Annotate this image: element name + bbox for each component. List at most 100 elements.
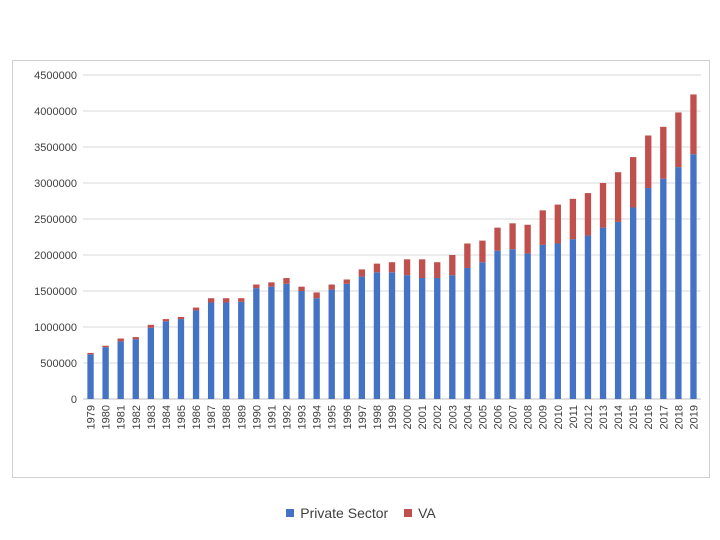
x-tick-label: 2014 <box>613 405 625 429</box>
x-tick-label: 1989 <box>236 405 248 429</box>
chart-frame: 0 500000 1000000 1500000 2000000 2500000 30000… <box>12 60 710 521</box>
bar-va <box>569 198 577 240</box>
x-tick-label: 1990 <box>251 405 263 429</box>
bar-va <box>162 319 170 322</box>
bar-private-sector <box>464 267 471 399</box>
bar-va <box>223 298 230 303</box>
bar-private-sector <box>630 207 637 399</box>
bar-private-sector <box>223 302 230 399</box>
bar-va <box>539 210 546 245</box>
y-tick-label: 2000000 <box>34 250 77 262</box>
x-tick-label: 1992 <box>281 405 293 429</box>
y-tick-label: 0 <box>71 394 77 406</box>
y-tick-label: 1500000 <box>34 286 77 298</box>
bar-va <box>177 316 185 320</box>
x-tick-label: 2013 <box>598 405 610 429</box>
bar-va <box>343 279 350 284</box>
x-tick-label: 2007 <box>508 405 520 429</box>
legend-item-private-sector: Private Sector <box>286 505 388 521</box>
legend-swatch-va <box>404 509 413 517</box>
x-tick-label: 2008 <box>523 405 535 429</box>
bar-private-sector <box>102 347 109 399</box>
bar-private-sector <box>253 288 260 399</box>
bar-va <box>192 307 200 311</box>
x-tick-label: 2012 <box>583 405 595 429</box>
bar-va <box>132 337 139 340</box>
x-tick-label: 1983 <box>146 405 158 429</box>
x-tick-label: 2016 <box>643 405 655 429</box>
x-tick-label: 1998 <box>372 405 384 429</box>
y-tick-label: 2500000 <box>34 214 77 226</box>
bar-va <box>313 292 320 299</box>
bar-va <box>599 183 607 228</box>
bar-private-sector <box>509 249 516 399</box>
bar-private-sector <box>599 227 607 399</box>
bar-va <box>238 298 245 302</box>
legend: Private Sector VA <box>13 504 709 521</box>
bar-va <box>253 284 260 289</box>
legend-swatch-private-sector <box>286 509 295 517</box>
bar-va <box>554 204 561 244</box>
x-tick-label: 1999 <box>387 405 399 429</box>
y-tick-label: 500000 <box>40 358 77 370</box>
y-tick-label: 4500000 <box>34 70 77 82</box>
bar-private-sector <box>388 272 396 399</box>
bar-va <box>509 223 516 250</box>
bar-va <box>358 269 366 277</box>
x-tick-label: 1986 <box>191 405 203 429</box>
bar-va <box>614 172 622 222</box>
x-tick-label: 1996 <box>342 405 354 429</box>
bar-private-sector <box>268 286 275 399</box>
bar-private-sector <box>584 235 592 399</box>
bar-private-sector <box>132 339 139 399</box>
x-tick-label: 2000 <box>402 405 414 429</box>
bar-va <box>403 259 411 276</box>
bar-private-sector <box>403 275 411 399</box>
bar-private-sector <box>328 289 335 399</box>
x-tick-label: 2005 <box>477 405 489 429</box>
x-tick-label: 1987 <box>206 405 218 429</box>
y-tick-label: 3500000 <box>34 142 77 154</box>
bar-va <box>388 262 396 273</box>
bar-private-sector <box>524 253 531 399</box>
bar-private-sector <box>418 278 426 399</box>
y-tick-label: 4000000 <box>34 106 77 118</box>
x-tick-label: 1985 <box>176 405 188 429</box>
x-tick-label: 1994 <box>312 405 324 429</box>
bar-private-sector <box>162 321 170 399</box>
x-tick-label: 1981 <box>116 405 128 429</box>
bar-va <box>584 193 592 236</box>
bar-private-sector <box>449 275 456 399</box>
x-tick-label: 2011 <box>568 405 580 429</box>
bar-private-sector <box>343 283 350 399</box>
bar-va <box>328 284 335 290</box>
bar-private-sector <box>614 221 622 399</box>
bar-private-sector <box>373 272 381 399</box>
bar-private-sector <box>494 250 501 399</box>
x-tick-label: 2002 <box>432 405 444 429</box>
bar-va <box>660 126 667 179</box>
bar-private-sector <box>313 298 320 399</box>
bar-private-sector <box>207 302 215 399</box>
x-tick-label: 2019 <box>688 405 700 429</box>
x-tick-label: 1988 <box>221 405 233 429</box>
x-tick-label: 2001 <box>417 405 429 429</box>
bar-va <box>207 298 215 303</box>
bar-private-sector <box>539 244 546 399</box>
x-tick-label: 2018 <box>673 405 685 429</box>
bar-private-sector <box>690 154 697 399</box>
bar-private-sector <box>554 243 561 399</box>
x-tick-label: 2017 <box>658 405 670 429</box>
bar-va <box>690 94 697 155</box>
bar-private-sector <box>238 301 245 399</box>
bar-va <box>102 345 109 348</box>
x-tick-label: 2004 <box>462 405 474 429</box>
bar-va <box>479 240 486 263</box>
bar-private-sector <box>434 278 441 399</box>
bar-va <box>268 282 275 287</box>
x-tick-label: 2010 <box>553 405 565 429</box>
x-tick-label: 2009 <box>538 405 550 429</box>
bar-private-sector <box>479 262 486 399</box>
bar-private-sector <box>298 291 305 399</box>
bar-va <box>524 224 531 254</box>
